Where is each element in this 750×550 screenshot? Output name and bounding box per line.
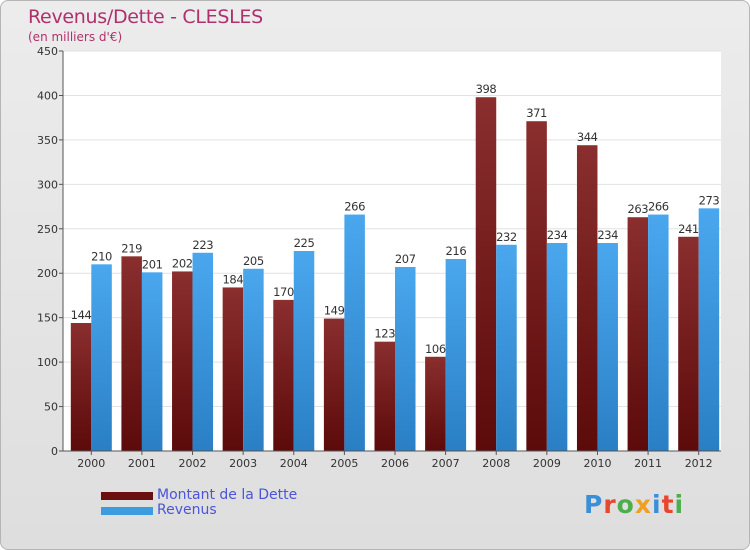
y-tick-label: 400: [37, 89, 58, 102]
legend-item-revenus: Revenus: [101, 503, 297, 518]
bar-dette: [526, 121, 547, 451]
data-label-revenus: 234: [597, 228, 618, 242]
chart-title: Revenus/Dette - CLESLES: [28, 6, 263, 28]
bar-revenus: [192, 252, 214, 451]
bar-revenus: [395, 267, 416, 451]
bar-revenus: [546, 243, 568, 451]
bar-revenus: [344, 214, 365, 451]
y-tick-label: 200: [37, 267, 58, 280]
x-tick-label: 2000: [77, 457, 105, 470]
bar-dette: [576, 145, 598, 451]
bar-dette: [678, 236, 699, 451]
bar-dette: [172, 271, 193, 451]
bar-dette: [627, 217, 649, 451]
data-label-dette: 398: [476, 82, 497, 96]
data-label-dette: 184: [223, 272, 244, 286]
data-label-dette: 106: [425, 342, 446, 356]
data-label-dette: 219: [121, 241, 142, 255]
legend-swatch-revenus: [101, 506, 153, 515]
data-label-revenus: 232: [496, 230, 517, 244]
legend-label-revenus: Revenus: [157, 502, 217, 518]
logo-letter: t: [661, 490, 675, 519]
bar-revenus: [243, 268, 264, 451]
bar-dette: [121, 256, 142, 451]
bar-dette: [222, 287, 244, 451]
x-tick-label: 2009: [533, 457, 561, 470]
proxiti-logo: Proxiti: [584, 490, 684, 519]
data-label-dette: 144: [71, 308, 92, 322]
x-tick-label: 2001: [128, 457, 156, 470]
bar-revenus: [698, 208, 720, 451]
x-tick-label: 2007: [432, 457, 460, 470]
legend: Montant de la Dette Revenus: [101, 488, 297, 518]
bar-revenus: [496, 244, 517, 451]
y-tick-label: 350: [37, 134, 58, 147]
bar-dette: [475, 97, 497, 451]
x-tick-label: 2003: [229, 457, 257, 470]
y-tick-label: 50: [44, 401, 58, 414]
data-label-dette: 149: [324, 304, 345, 318]
bar-revenus: [445, 259, 467, 451]
logo-letter: i: [674, 490, 685, 519]
bar-revenus: [648, 214, 669, 451]
legend-swatch-dette: [101, 491, 153, 500]
data-label-revenus: 207: [395, 252, 416, 266]
data-label-dette: 263: [627, 202, 648, 216]
logo-letter: x: [634, 490, 652, 519]
data-label-revenus: 210: [91, 249, 112, 263]
y-tick-label: 300: [37, 178, 58, 191]
data-label-dette: 123: [374, 327, 395, 341]
x-tick-label: 2010: [583, 457, 611, 470]
data-label-revenus: 273: [699, 193, 720, 207]
y-tick-label: 150: [37, 312, 58, 325]
x-tick-label: 2002: [179, 457, 207, 470]
data-label-revenus: 216: [445, 244, 466, 258]
chart-subtitle: (en milliers d'€): [28, 30, 123, 44]
data-label-dette: 371: [526, 106, 547, 120]
bar-revenus: [293, 251, 315, 451]
y-tick-label: 0: [51, 445, 58, 458]
bar-revenus: [91, 264, 112, 451]
bar-revenus: [597, 243, 618, 451]
data-label-revenus: 201: [142, 257, 163, 271]
y-tick-label: 100: [37, 356, 58, 369]
logo-letter: P: [584, 490, 604, 519]
x-tick-label: 2012: [685, 457, 713, 470]
data-label-dette: 170: [273, 285, 294, 299]
bar-dette: [374, 341, 395, 451]
y-tick-label: 450: [37, 45, 58, 58]
data-label-revenus: 266: [344, 200, 365, 214]
logo-letter: r: [603, 490, 617, 519]
x-tick-label: 2011: [634, 457, 662, 470]
data-label-revenus: 225: [294, 236, 315, 250]
bar-dette: [323, 318, 345, 451]
x-tick-label: 2005: [330, 457, 358, 470]
data-label-revenus: 223: [192, 238, 213, 252]
data-label-revenus: 205: [243, 254, 264, 268]
bar-dette: [273, 299, 294, 451]
bar-revenus: [141, 272, 163, 451]
logo-letter: o: [616, 490, 635, 519]
x-tick-label: 2006: [381, 457, 409, 470]
data-label-dette: 241: [678, 222, 699, 236]
bar-dette: [70, 323, 92, 451]
bar-dette: [425, 356, 446, 451]
legend-item-dette: Montant de la Dette: [101, 488, 297, 503]
data-label-revenus: 234: [547, 228, 568, 242]
x-tick-label: 2004: [280, 457, 308, 470]
y-tick-label: 250: [37, 223, 58, 236]
data-label-revenus: 266: [648, 200, 669, 214]
x-tick-label: 2008: [482, 457, 510, 470]
logo-letter: i: [652, 490, 662, 519]
legend-label-dette: Montant de la Dette: [157, 487, 298, 503]
data-label-dette: 344: [577, 130, 598, 144]
data-label-dette: 202: [172, 256, 193, 270]
